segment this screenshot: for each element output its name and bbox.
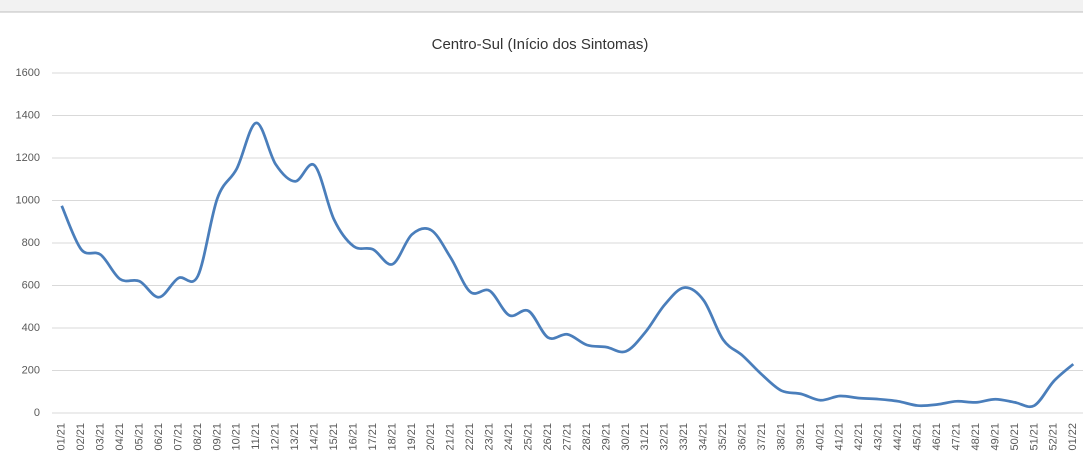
x-tick-label: 26/21 <box>542 423 554 451</box>
x-tick-label: 49/21 <box>989 423 1001 451</box>
x-tick-label: 32/21 <box>659 423 671 451</box>
x-tick-label: 17/21 <box>367 423 379 451</box>
x-tick-label: 25/21 <box>523 423 535 451</box>
x-tick-label: 44/21 <box>892 423 904 451</box>
y-tick-label: 0 <box>34 407 40 419</box>
y-tick-label: 800 <box>22 237 40 249</box>
x-tick-label: 45/21 <box>912 423 924 451</box>
x-tick-label: 52/21 <box>1048 423 1060 451</box>
x-tick-label: 20/21 <box>425 423 437 451</box>
x-tick-label: 48/21 <box>970 423 982 451</box>
x-tick-label: 14/21 <box>309 423 321 451</box>
x-tick-label: 27/21 <box>561 423 573 451</box>
x-tick-label: 38/21 <box>775 423 787 451</box>
x-tick-label: 31/21 <box>639 423 651 451</box>
x-tick-label: 46/21 <box>931 423 943 451</box>
x-tick-label: 16/21 <box>347 423 359 451</box>
chart-title: Centro-Sul (Início dos Sintomas) <box>432 36 649 53</box>
x-tick-label: 21/21 <box>445 423 457 451</box>
x-tick-label: 37/21 <box>756 423 768 451</box>
x-tick-label: 34/21 <box>698 423 710 451</box>
x-tick-label: 06/21 <box>153 423 165 451</box>
x-tick-label: 18/21 <box>386 423 398 451</box>
x-tick-label: 13/21 <box>289 423 301 451</box>
x-tick-label: 41/21 <box>834 423 846 451</box>
x-tick-label: 22/21 <box>464 423 476 451</box>
y-tick-label: 1600 <box>16 67 40 79</box>
x-tick-label: 30/21 <box>620 423 632 451</box>
y-tick-label: 1400 <box>16 109 40 121</box>
x-tick-label: 43/21 <box>873 423 885 451</box>
x-tick-label: 02/21 <box>75 423 87 451</box>
x-tick-label: 05/21 <box>133 423 145 451</box>
y-tick-label: 600 <box>22 279 40 291</box>
x-tick-label: 01/21 <box>56 423 68 451</box>
x-tick-label: 23/21 <box>484 423 496 451</box>
x-tick-label: 08/21 <box>192 423 204 451</box>
x-tick-label: 15/21 <box>328 423 340 451</box>
x-tick-label: 36/21 <box>736 423 748 451</box>
y-tick-label: 1200 <box>16 152 40 164</box>
y-tick-label: 400 <box>22 322 40 334</box>
y-tick-label: 200 <box>22 364 40 376</box>
x-tick-label: 09/21 <box>211 423 223 451</box>
x-tick-label: 47/21 <box>950 423 962 451</box>
x-tick-label: 35/21 <box>717 423 729 451</box>
x-tick-label: 11/21 <box>250 423 262 450</box>
x-tick-label: 19/21 <box>406 423 418 451</box>
x-tick-label: 42/21 <box>853 423 865 451</box>
x-tick-label: 07/21 <box>172 423 184 451</box>
x-tick-label: 40/21 <box>814 423 826 451</box>
y-tick-label: 1000 <box>16 194 40 206</box>
top-strip <box>0 0 1083 12</box>
data-line <box>60 121 1075 409</box>
x-tick-label: 12/21 <box>270 423 282 451</box>
x-tick-label: 39/21 <box>795 423 807 451</box>
x-tick-label: 01/22 <box>1067 423 1079 451</box>
x-tick-label: 28/21 <box>581 423 593 451</box>
x-tick-label: 10/21 <box>231 423 243 451</box>
x-tick-label: 50/21 <box>1009 423 1021 451</box>
x-tick-label: 33/21 <box>678 423 690 451</box>
x-tick-label: 51/21 <box>1028 423 1040 451</box>
x-tick-label: 03/21 <box>95 423 107 451</box>
x-tick-label: 29/21 <box>600 423 612 451</box>
x-tick-label: 04/21 <box>114 423 126 451</box>
x-tick-label: 24/21 <box>503 423 515 451</box>
